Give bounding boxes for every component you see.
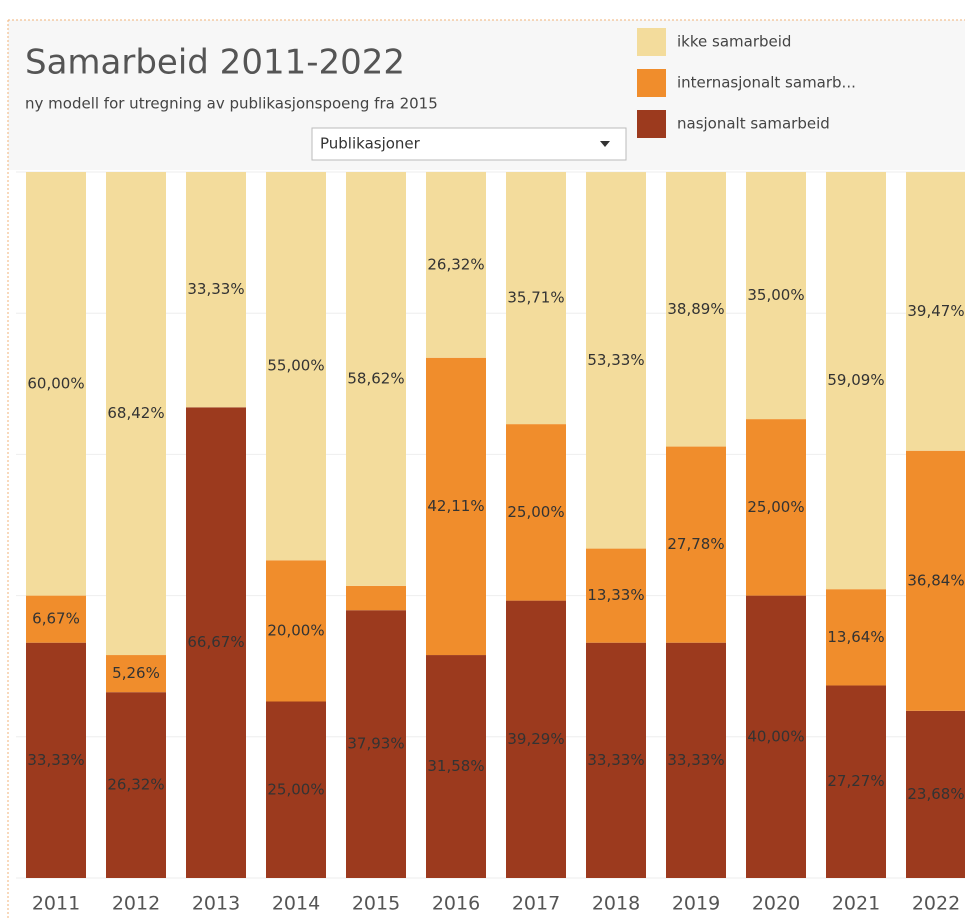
data-label: 6,67% — [32, 610, 80, 628]
data-label: 35,71% — [507, 289, 564, 307]
data-label: 38,89% — [667, 300, 724, 318]
bar-segment — [826, 589, 886, 686]
data-label: 58,62% — [347, 369, 404, 387]
data-label: 59,09% — [827, 371, 884, 389]
data-label: 39,47% — [907, 302, 964, 320]
x-tick-label: 2020 — [752, 893, 800, 915]
bar-segment — [666, 446, 726, 643]
bar-segment — [106, 655, 166, 693]
data-label: 33,33% — [187, 280, 244, 298]
filter-dropdown[interactable] — [311, 127, 627, 161]
bar-segment — [346, 610, 406, 878]
bar-segment — [826, 685, 886, 878]
data-label: 25,00% — [507, 503, 564, 521]
data-label: 27,78% — [667, 535, 724, 553]
bar-segment — [746, 419, 806, 596]
data-label: 13,33% — [587, 586, 644, 604]
bar-segment — [346, 172, 406, 586]
bar-segment — [266, 701, 326, 878]
x-tick-label: 2019 — [672, 893, 720, 915]
data-label: 36,84% — [907, 571, 964, 589]
data-label: 25,00% — [747, 498, 804, 516]
bar-segment — [666, 642, 726, 878]
dropdown-arrow[interactable] — [600, 141, 610, 147]
bar-segment — [186, 172, 246, 408]
bar-segment — [346, 585, 406, 611]
bar-segment — [266, 560, 326, 702]
data-label: 26,32% — [427, 255, 484, 273]
x-tick-label: 2017 — [512, 893, 560, 915]
bar-segment — [266, 172, 326, 561]
chart-subtitle: ny modell for utregning av publikasjonsp… — [25, 95, 438, 113]
bar-segment — [186, 407, 246, 878]
legend-swatch — [637, 110, 666, 138]
data-label: 66,67% — [187, 633, 244, 651]
bar-segment — [26, 172, 86, 596]
bar-segment — [586, 642, 646, 878]
x-tick-label: 2012 — [112, 893, 160, 915]
x-tick-label: 2014 — [272, 893, 320, 915]
filter-label[interactable]: Publikasjoner — [320, 135, 421, 153]
data-label: 33,33% — [667, 751, 724, 769]
x-tick-label: 2018 — [592, 893, 640, 915]
data-label: 13,64% — [827, 628, 884, 646]
chart-title: Samarbeid 2011-2022 — [25, 43, 405, 83]
bar-segment — [106, 692, 166, 878]
data-label: 25,00% — [267, 780, 324, 798]
data-label: 37,93% — [347, 735, 404, 753]
x-tick-label: 2021 — [832, 893, 880, 915]
bar-segment — [586, 172, 646, 549]
bar-segment — [586, 548, 646, 643]
data-label: 35,00% — [747, 286, 804, 304]
data-label: 31,58% — [427, 757, 484, 775]
x-tick-label: 2013 — [192, 893, 240, 915]
bar-segment — [26, 595, 86, 643]
bar-segment — [666, 172, 726, 447]
data-label: 5,26% — [112, 664, 160, 682]
data-label: 33,33% — [587, 751, 644, 769]
x-tick-label: 2011 — [32, 893, 80, 915]
bar-segment — [746, 595, 806, 878]
data-label: 60,00% — [27, 374, 84, 392]
bar-segment — [906, 450, 965, 711]
data-label: 39,29% — [507, 730, 564, 748]
bar-segment — [506, 424, 566, 601]
data-label: 55,00% — [267, 357, 324, 375]
data-label: 26,32% — [107, 776, 164, 794]
legend-swatch — [637, 28, 666, 56]
bar-segment — [426, 655, 486, 878]
legend-label: ikke samarbeid — [677, 33, 791, 51]
x-tick-label: 2016 — [432, 893, 480, 915]
bar-segment — [426, 357, 486, 656]
data-label: 53,33% — [587, 351, 644, 369]
data-label: 68,42% — [107, 404, 164, 422]
data-label: 42,11% — [427, 497, 484, 515]
bar-segment — [746, 172, 806, 420]
legend-label: internasjonalt samarb... — [677, 74, 856, 92]
data-label: 40,00% — [747, 727, 804, 745]
data-label: 23,68% — [907, 785, 964, 803]
data-label: 33,33% — [27, 751, 84, 769]
bar-segment — [906, 172, 965, 451]
bar-segment — [506, 600, 566, 878]
bar-segment — [26, 642, 86, 878]
legend-swatch — [637, 69, 666, 97]
bar-segment — [106, 172, 166, 656]
bar-segment — [906, 710, 965, 878]
data-label: 20,00% — [267, 621, 324, 639]
x-tick-label: 2015 — [352, 893, 400, 915]
bar-segment — [826, 172, 886, 590]
bar-segment — [426, 171, 486, 358]
bar-segment — [506, 172, 566, 425]
data-label: 27,27% — [827, 772, 884, 790]
legend-label: nasjonalt samarbeid — [677, 115, 830, 133]
x-tick-label: 2022 — [912, 893, 960, 915]
